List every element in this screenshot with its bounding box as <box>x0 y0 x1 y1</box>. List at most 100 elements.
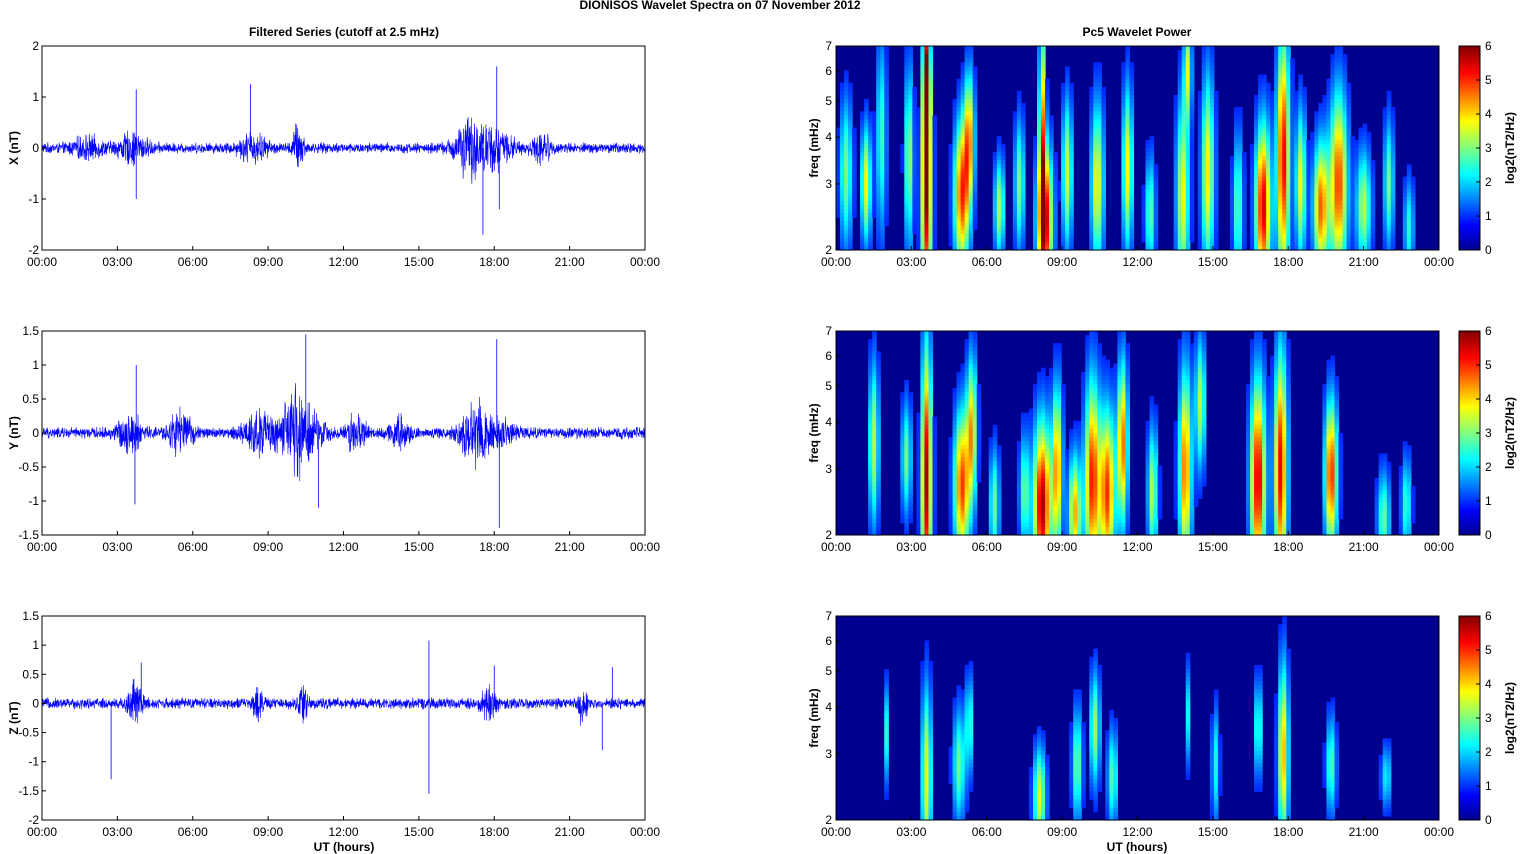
heatmap-cell <box>836 168 841 174</box>
heatmap-cell <box>908 123 913 129</box>
heatmap-cell <box>1125 367 1131 373</box>
heatmap-cell <box>1318 237 1324 243</box>
heatmap-cell <box>1278 58 1283 63</box>
heatmap-cell <box>1089 347 1094 352</box>
heatmap-cell <box>1181 50 1187 55</box>
heatmap-cell <box>1262 99 1267 104</box>
heatmap-cell <box>1258 233 1263 239</box>
heatmap-cell <box>1045 82 1050 88</box>
heatmap-cell <box>1298 213 1303 218</box>
heatmap-cell <box>1322 131 1328 137</box>
heatmap-cell <box>964 392 970 397</box>
heatmap-cell <box>844 176 849 182</box>
heatmap-cell <box>1278 131 1283 137</box>
heatmap-cell <box>860 172 865 178</box>
heatmap-cell <box>872 213 877 218</box>
heatmap-cell <box>1209 62 1215 67</box>
heatmap-cell <box>1318 172 1324 178</box>
heatmap-cell <box>928 367 934 373</box>
heatmap-cell <box>1205 119 1211 125</box>
heatmap-cell <box>1185 217 1191 223</box>
heatmap-cell <box>1121 343 1127 348</box>
heatmap-cell <box>1129 127 1135 133</box>
heatmap-cell <box>868 404 873 410</box>
heatmap-cell <box>1197 367 1203 373</box>
heatmap-cell <box>1041 172 1046 178</box>
heatmap-cell <box>904 131 909 137</box>
heatmap-cell <box>1153 180 1159 186</box>
heatmap-cell <box>1262 241 1267 247</box>
plot-area <box>42 616 645 820</box>
heatmap-cell <box>1390 107 1396 112</box>
heatmap-cell <box>1294 123 1299 129</box>
heatmap-cell <box>1386 127 1392 133</box>
heatmap-cell <box>908 396 913 401</box>
heatmap-cell <box>920 188 926 194</box>
heatmap-cell <box>1318 233 1324 239</box>
heatmap-cell <box>964 172 970 178</box>
heatmap-cell <box>1346 241 1352 247</box>
heatmap-cell <box>1258 363 1263 369</box>
heatmap-cell <box>904 213 909 218</box>
heatmap-cell <box>1189 400 1195 406</box>
heatmap-cell <box>964 213 970 218</box>
heatmap-cell <box>960 233 966 239</box>
heatmap-cell <box>1016 233 1022 239</box>
heatmap-cell <box>908 54 913 59</box>
heatmap-cell <box>1342 103 1348 108</box>
heatmap-cell <box>1358 156 1364 161</box>
heatmap-cell <box>952 119 958 125</box>
heatmap-cell <box>964 164 970 169</box>
heatmap-cell <box>932 209 938 214</box>
heatmap-cell <box>1358 192 1364 198</box>
heatmap-cell <box>1258 335 1263 340</box>
heatmap-cell <box>1045 225 1050 231</box>
heatmap-cell <box>876 404 881 410</box>
heatmap-cell <box>1382 127 1388 133</box>
heatmap-cell <box>964 404 970 410</box>
heatmap-cell <box>1097 78 1102 84</box>
heatmap-cell <box>1326 196 1332 202</box>
heatmap-cell <box>908 135 913 141</box>
heatmap-cell <box>1298 176 1303 182</box>
heatmap-cell <box>884 217 889 223</box>
heatmap-cell <box>1354 245 1360 251</box>
heatmap-cell <box>1298 196 1303 202</box>
heatmap-cell <box>1330 367 1336 373</box>
heatmap-cell <box>948 217 954 223</box>
heatmap-cell <box>1318 229 1324 235</box>
heatmap-cell <box>1322 225 1328 231</box>
heatmap-cell <box>836 209 841 214</box>
heatmap-cell <box>972 135 978 141</box>
heatmap-cell <box>1177 367 1183 373</box>
heatmap-cell <box>1065 90 1070 96</box>
heatmap-cell <box>972 205 978 210</box>
heatmap-cell <box>1346 148 1352 153</box>
heatmap-cell <box>1334 111 1340 116</box>
heatmap-cell <box>1366 237 1372 243</box>
heatmap-cell <box>924 367 930 373</box>
heatmap-cell <box>1258 127 1263 133</box>
heatmap-cell <box>932 225 938 231</box>
heatmap-cell <box>1213 180 1219 186</box>
heatmap-cell <box>924 107 930 112</box>
heatmap-cell <box>1081 400 1086 406</box>
heatmap-cell <box>1350 192 1356 198</box>
heatmap-cell <box>1294 192 1299 198</box>
heatmap-cell <box>852 184 857 190</box>
heatmap-cell <box>1037 62 1042 67</box>
heatmap-cell <box>1037 78 1042 84</box>
heatmap-cell <box>1173 233 1179 239</box>
heatmap-cell <box>1113 396 1118 401</box>
heatmap-cell <box>1330 188 1336 194</box>
heatmap-cell <box>1266 115 1271 121</box>
heatmap-cell <box>1125 152 1131 157</box>
heatmap-cell <box>992 164 998 169</box>
heatmap-cell <box>1153 192 1159 198</box>
heatmap-cell <box>1197 119 1203 125</box>
heatmap-cell <box>948 143 954 149</box>
heatmap-cell <box>1346 127 1352 133</box>
heatmap-cell <box>1065 127 1070 133</box>
heatmap-cell <box>1129 99 1135 104</box>
heatmap-cell <box>1177 241 1183 247</box>
